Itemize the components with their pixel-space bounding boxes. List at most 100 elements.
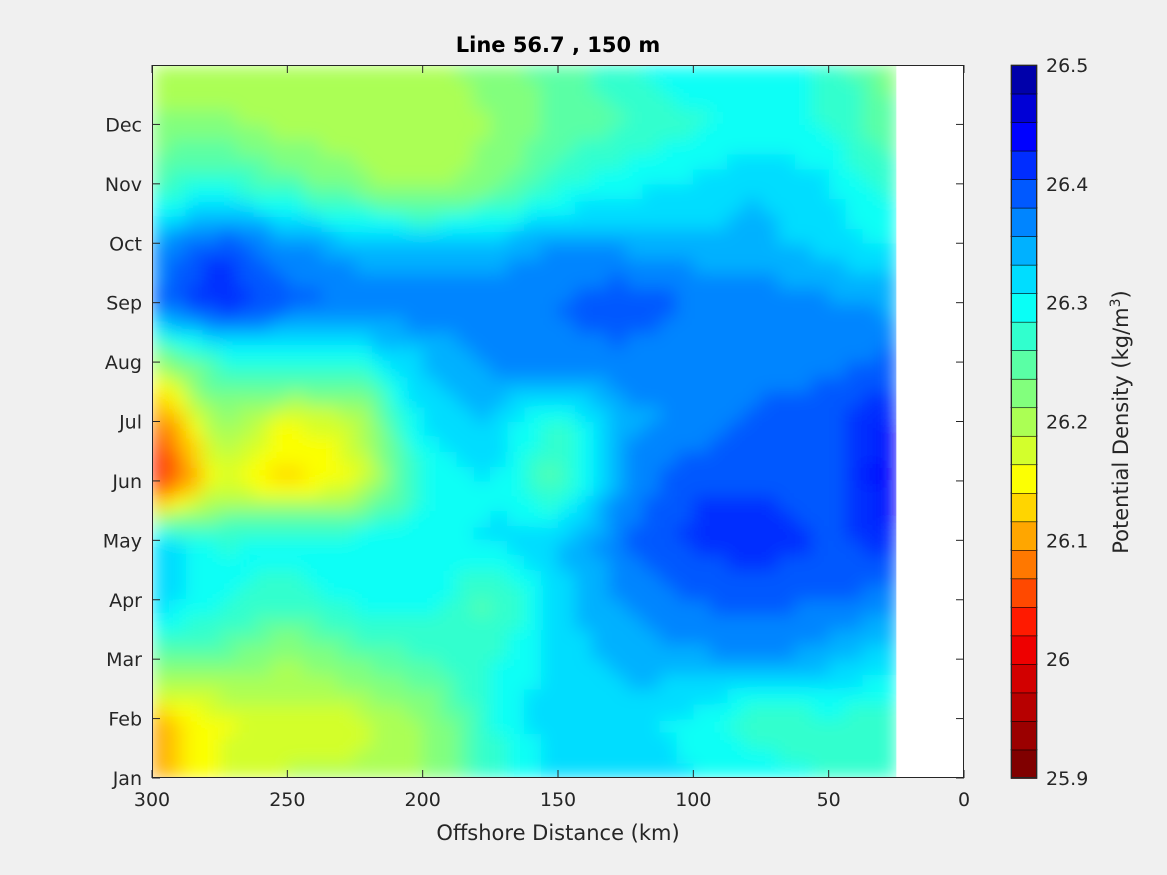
contour-cell [608,555,627,571]
contour-cell [287,362,305,378]
contour-cell [524,718,542,735]
contour-cell [879,243,897,259]
contour-cell [761,332,779,348]
contour-cell [676,124,694,140]
contour-cell [676,644,694,660]
contour-cell [541,198,559,215]
contour-cell [219,317,238,333]
contour-cell [270,183,288,200]
contour-cell [811,540,830,556]
contour-cell [642,376,661,393]
contour-cell [642,362,661,378]
contour-cell [524,243,542,259]
contour-cell [152,570,170,586]
contour-cell [591,168,610,185]
contour-cell [473,213,491,229]
contour-cell [710,763,728,778]
contour-cell [270,748,288,764]
colorbar-tick-label: 26.4 [1046,174,1088,196]
contour-cell [845,79,864,96]
contour-cell [371,659,390,675]
contour-cell [253,243,272,259]
contour-cell [777,198,796,215]
contour-cell [388,139,407,155]
contour-cell [490,347,508,363]
contour-cell [879,674,897,690]
contour-cell [710,258,728,274]
contour-cell [185,168,204,185]
contour-cell [304,154,322,170]
contour-cell [693,659,711,675]
contour-cell [558,302,576,319]
contour-cell [558,495,576,512]
contour-cell [422,154,441,170]
contour-cell [236,436,255,452]
contour-cell [490,510,508,527]
contour-cell [625,510,644,527]
contour-cell [371,614,390,631]
contour-cell [879,183,897,200]
contour-cell [591,317,610,333]
contour-cell [355,391,373,408]
contour-cell [845,763,864,778]
contour-cell [405,258,424,274]
contour-cell [642,674,661,690]
contour-cell [761,317,779,333]
contour-cell [473,480,491,497]
contour-cell [253,139,272,155]
contour-cell [625,540,644,556]
contour-cell [659,109,678,126]
colorbar-label-main: Potential Density (kg/m [1109,307,1133,553]
x-tick-label: 200 [405,789,441,811]
contour-cell [219,198,238,215]
contour-cell [236,287,255,304]
contour-cell [591,79,610,96]
contour-cell [828,688,847,705]
contour-cell [321,332,339,348]
contour-cell [185,213,204,229]
contour-cell [355,659,373,675]
contour-cell [744,94,762,111]
contour-cell [304,317,322,333]
contour-cell [608,362,627,378]
contour-cell [168,763,187,778]
contour-cell [744,376,762,393]
contour-cell [287,659,305,675]
contour-cell [811,495,830,512]
contour-cell [744,198,762,215]
contour-cell [168,406,187,423]
contour-cell [507,436,525,452]
contour-cell [202,703,221,720]
contour-cell [794,659,813,675]
contour-cell [338,584,356,601]
contour-cell [304,109,322,126]
contour-cell [253,406,272,423]
contour-cell [727,347,745,363]
contour-cell [388,466,407,482]
contour-cell [794,540,813,556]
contour-cell [168,243,187,259]
contour-cell [490,629,508,645]
contour-cell [405,570,424,586]
contour-cell [439,436,458,452]
contour-cell [693,466,711,482]
contour-cell [388,614,407,631]
contour-cell [338,733,356,749]
contour-cell [693,139,711,155]
contour-cell [168,124,187,140]
contour-cell [253,183,272,200]
contour-cell [371,302,390,319]
contour-cell [168,65,187,81]
contour-cell [811,287,830,304]
contour-cell [811,228,830,244]
contour-cell [574,376,593,393]
contour-cell [152,168,170,185]
contour-cell [574,139,593,155]
contour-cell [828,703,847,720]
contour-cell [473,362,491,378]
contour-cell [558,124,576,140]
contour-cell [219,94,238,111]
contour-cell [845,644,864,660]
contour-cell [507,718,525,735]
contour-cell [659,362,678,378]
